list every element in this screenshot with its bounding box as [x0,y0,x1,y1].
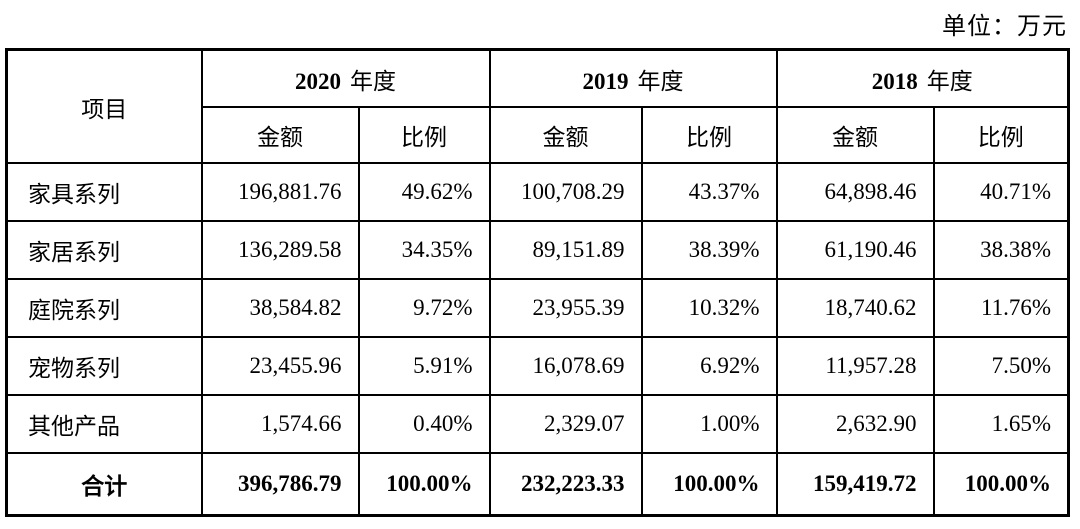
table-row: 家居系列 136,289.58 34.35% 89,151.89 38.39% … [5,220,1070,280]
ratio-cell: 1.00% [640,394,778,454]
column-header-amount-2020: 金额 [200,106,360,164]
amount-cell: 196,881.76 [200,162,360,222]
column-header-amount-2019: 金额 [488,106,643,164]
revenue-by-product-table: 项目 2020 年度 2019 年度 2018 年度 金额 比例 金额 比例 金额 比… [5,48,1070,517]
ratio-cell: 38.38% [932,220,1070,280]
amount-cell: 11,957.28 [775,336,935,396]
ratio-cell: 38.39% [640,220,778,280]
column-header-year-2019: 2019 年度 [488,48,778,108]
year-number: 2018 [871,68,918,94]
row-label: 其他产品 [5,394,203,454]
column-header-amount-2018: 金额 [775,106,935,164]
table-row: 庭院系列 38,584.82 9.72% 23,955.39 10.32% 18… [5,278,1070,338]
ratio-cell: 40.71% [932,162,1070,222]
table-total-row: 合计 396,786.79 100.00% 232,223.33 100.00%… [5,452,1070,517]
amount-cell: 61,190.46 [775,220,935,280]
amount-cell: 23,455.96 [200,336,360,396]
table-row: 家具系列 196,881.76 49.62% 100,708.29 43.37%… [5,162,1070,222]
ratio-cell: 1.65% [932,394,1070,454]
year-suffix: 年度 [637,68,684,94]
column-header-item: 项目 [5,48,203,164]
ratio-cell: 43.37% [640,162,778,222]
column-header-ratio-2018: 比例 [932,106,1070,164]
ratio-cell: 7.50% [932,336,1070,396]
year-suffix: 年度 [350,68,396,94]
table-row: 其他产品 1,574.66 0.40% 2,329.07 1.00% 2,632… [5,394,1070,454]
amount-cell: 100,708.29 [488,162,643,222]
ratio-cell: 49.62% [357,162,491,222]
amount-cell: 1,574.66 [200,394,360,454]
column-header-year-2018: 2018 年度 [775,48,1070,108]
amount-cell: 136,289.58 [200,220,360,280]
column-header-year-2020: 2020 年度 [200,48,491,108]
amount-cell: 396,786.79 [200,452,360,517]
ratio-cell: 34.35% [357,220,491,280]
ratio-cell: 10.32% [640,278,778,338]
amount-cell: 16,078.69 [488,336,643,396]
ratio-cell: 0.40% [357,394,491,454]
row-label: 家居系列 [5,220,203,280]
ratio-cell: 100.00% [357,452,491,517]
year-number: 2019 [582,68,629,94]
ratio-cell: 5.91% [357,336,491,396]
total-label: 合计 [5,452,203,517]
row-label: 家具系列 [5,162,203,222]
year-number: 2020 [295,68,341,94]
row-label: 庭院系列 [5,278,203,338]
ratio-cell: 6.92% [640,336,778,396]
table-header-row-years: 项目 2020 年度 2019 年度 2018 年度 [5,48,1070,164]
ratio-cell: 9.72% [357,278,491,338]
amount-cell: 18,740.62 [775,278,935,338]
amount-cell: 159,419.72 [775,452,935,517]
row-label: 宠物系列 [5,336,203,396]
unit-label: 单位：万元 [942,14,1067,40]
amount-cell: 64,898.46 [775,162,935,222]
ratio-cell: 100.00% [932,452,1070,517]
column-header-ratio-2020: 比例 [357,106,491,164]
table-row: 宠物系列 23,455.96 5.91% 16,078.69 6.92% 11,… [5,336,1070,396]
amount-cell: 23,955.39 [488,278,643,338]
table-header-row-measures: 金额 比例 金额 比例 金额 比例 [7,106,1070,164]
ratio-cell: 100.00% [640,452,778,517]
amount-cell: 232,223.33 [488,452,643,517]
amount-cell: 2,329.07 [488,394,643,454]
column-header-ratio-2019: 比例 [640,106,778,164]
amount-cell: 38,584.82 [200,278,360,338]
ratio-cell: 11.76% [932,278,1070,338]
year-suffix: 年度 [926,68,973,94]
amount-cell: 89,151.89 [488,220,643,280]
amount-cell: 2,632.90 [775,394,935,454]
